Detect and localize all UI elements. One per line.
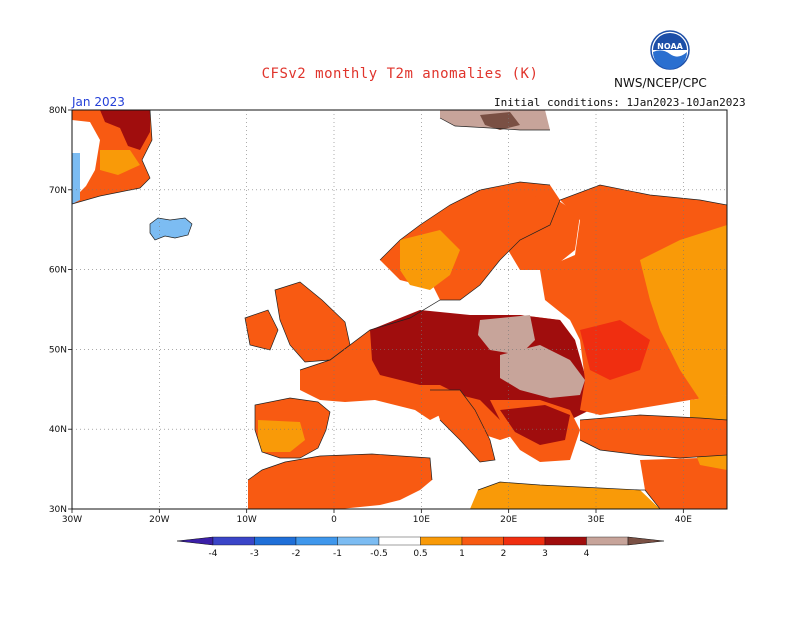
colorbar-label: -2: [292, 549, 301, 559]
russia-warm-core: [580, 320, 650, 380]
colorbar-swatch: [544, 536, 587, 546]
iberia-mild: [258, 420, 305, 452]
lat-label: 70N: [49, 186, 67, 196]
colorbar-swatch: [586, 536, 629, 546]
colorbar-label: -1: [333, 549, 342, 559]
colorbar-swatch: [461, 536, 504, 546]
colorbar-swatch: [337, 536, 380, 546]
lon-label: 40E: [675, 515, 692, 525]
british-isles-anomaly: [275, 282, 350, 362]
colorbar: -4 -3 -2 -1 -0.5 0.5 1 2 3 4: [176, 536, 665, 559]
lon-label: 0: [331, 515, 337, 525]
noaa-logo-text: NOAA: [657, 42, 683, 51]
lat-label: 30N: [49, 505, 67, 515]
colorbar-label: 4: [584, 549, 590, 559]
lon-label: 10E: [413, 515, 430, 525]
colorbar-label: 2: [501, 549, 507, 559]
north-africa-anomaly: [248, 454, 432, 509]
colorbar-swatch: [254, 536, 297, 546]
colorbar-swatch: [420, 536, 463, 546]
colorbar-arrow-high: [627, 536, 665, 546]
colorbar-label: 1: [459, 549, 465, 559]
ireland-anomaly: [245, 310, 278, 350]
colorbar-label: -4: [209, 549, 218, 559]
lon-label: 30W: [62, 515, 82, 525]
colorbar-swatch: [503, 536, 546, 546]
greenland-mild-east: [100, 150, 140, 175]
finland-anomaly: [500, 195, 580, 270]
lat-label: 50N: [49, 345, 67, 355]
colorbar-swatch: [212, 536, 255, 546]
greenland-cold: [72, 153, 80, 204]
colorbar-arrow-low: [176, 536, 214, 546]
iceland-cold: [150, 218, 192, 240]
russia-mild: [640, 225, 727, 400]
lon-label: 30E: [587, 515, 604, 525]
colorbar-swatch: [295, 536, 338, 546]
colorbar-label: -0.5: [370, 549, 388, 559]
balkans-warm: [500, 405, 570, 445]
longitude-labels: 30W 20W 10W 0 10E 20E 30E 40E: [62, 515, 692, 525]
lon-label: 20W: [149, 515, 169, 525]
agency-label: NWS/NCEP/CPC: [614, 76, 707, 90]
colorbar-swatch: [378, 536, 421, 546]
greenland-warm-core: [100, 110, 150, 150]
turkey-anomaly: [580, 415, 727, 458]
lat-label: 60N: [49, 266, 67, 276]
svalbard-warm: [480, 112, 520, 130]
carpathian-hotspot: [500, 345, 585, 398]
lat-label: 40N: [49, 425, 67, 435]
anomaly-field: [72, 110, 727, 509]
italy-anomaly: [430, 390, 495, 462]
forecast-month: Jan 2023: [72, 95, 125, 109]
initial-conditions: Initial conditions: 1Jan2023-10Jan2023: [494, 96, 746, 109]
latitude-labels: 80N 70N 60N 50N 40N 30N: [49, 106, 67, 515]
colorbar-label: 3: [542, 549, 548, 559]
lon-label: 20E: [500, 515, 517, 525]
noaa-logo: NOAA: [650, 30, 690, 70]
map-title: CFSv2 monthly T2m anomalies (K): [261, 66, 539, 82]
colorbar-label: -3: [250, 549, 259, 559]
graticule: [68, 109, 727, 513]
lat-label: 80N: [49, 106, 67, 116]
lon-label: 10W: [236, 515, 256, 525]
coastlines: [72, 110, 727, 509]
colorbar-label: 0.5: [413, 549, 427, 559]
poland-hotspot: [478, 315, 535, 355]
scandinavia-mild: [400, 230, 460, 290]
map-frame: [71, 109, 728, 510]
